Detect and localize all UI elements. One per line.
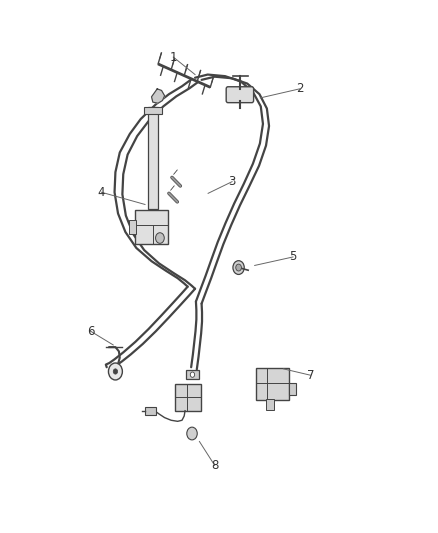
Circle shape [113, 369, 117, 374]
Circle shape [233, 261, 244, 274]
Circle shape [190, 372, 194, 377]
Text: 4: 4 [98, 186, 105, 199]
Circle shape [155, 233, 164, 244]
Bar [148, 108, 158, 209]
Bar [186, 370, 198, 379]
Bar [145, 407, 156, 415]
Bar [266, 399, 274, 410]
Text: 5: 5 [290, 251, 297, 263]
Circle shape [109, 363, 122, 380]
Bar [129, 220, 136, 234]
Bar [144, 108, 162, 114]
Text: 8: 8 [211, 459, 218, 472]
Text: 1: 1 [170, 51, 177, 63]
Text: 7: 7 [307, 369, 314, 382]
FancyBboxPatch shape [226, 87, 254, 103]
Polygon shape [152, 89, 165, 103]
Text: 2: 2 [296, 83, 303, 95]
Bar [135, 210, 168, 244]
Text: 6: 6 [87, 325, 94, 338]
Circle shape [187, 427, 197, 440]
Bar [176, 384, 201, 411]
Text: 3: 3 [228, 175, 236, 188]
Bar [256, 368, 289, 400]
Circle shape [236, 264, 241, 271]
Bar [289, 383, 297, 395]
